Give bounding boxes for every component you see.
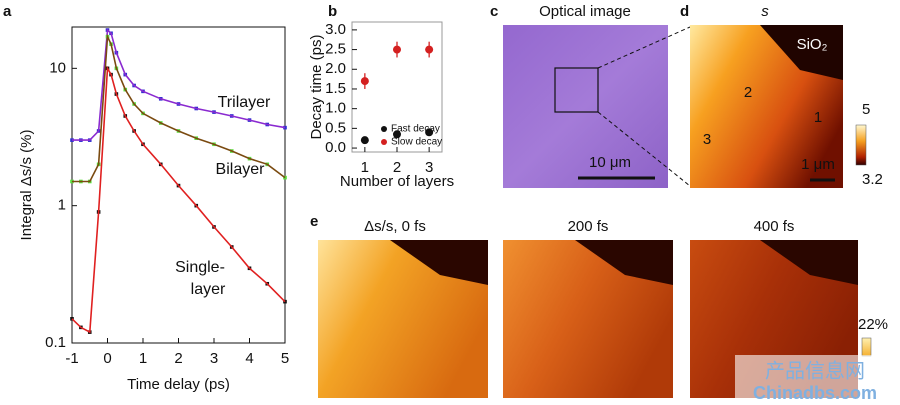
legend-label: Slow decay [391, 137, 442, 148]
x-tick-label: -1 [65, 350, 78, 367]
data-point [393, 45, 401, 54]
panel-label: e [310, 213, 318, 230]
y-tick-label: 0.0 [325, 139, 346, 156]
colorbar [861, 337, 872, 357]
panel-label: b [328, 3, 337, 20]
y-tick-label: 2.0 [325, 60, 346, 77]
data-point [283, 175, 287, 180]
watermark-bg [735, 355, 895, 403]
x-tick-label: 0 [103, 350, 111, 367]
curve-label: Bilayer [216, 161, 266, 178]
data-point [283, 125, 287, 130]
scale-bar-label: 10 μm [589, 154, 631, 171]
y-tick-label: 2.5 [325, 41, 346, 58]
legend-marker [381, 126, 387, 132]
x-tick-label: 1 [139, 350, 147, 367]
colorbar-label: 5 [862, 101, 870, 118]
substrate-region [575, 240, 673, 285]
y-tick-label: 10 [49, 59, 66, 76]
fit-line [72, 28, 286, 141]
panel-title: 400 fs [754, 218, 795, 235]
y-axis-label: Decay time (ps) [308, 34, 325, 139]
x-tick-label: 5 [281, 350, 289, 367]
colorbar [855, 124, 867, 166]
curve-label: layer [191, 281, 226, 298]
x-tick-label: 2 [174, 350, 182, 367]
data-point [360, 136, 369, 145]
optical-image [503, 25, 668, 188]
x-tick-label: 1 [361, 159, 369, 176]
region-label: 2 [744, 84, 752, 101]
data-point [425, 45, 434, 54]
curve-label: Single- [175, 259, 225, 276]
zoom-line [597, 26, 691, 69]
colorbar-label: 3.2 [862, 171, 883, 188]
material-label: SiO₂ [797, 36, 828, 53]
panel-label: d [680, 3, 689, 20]
zoom-box [554, 67, 599, 113]
data-point [425, 128, 434, 137]
data-point [393, 130, 401, 139]
y-tick-label: 1 [58, 197, 66, 214]
fit-line [71, 65, 286, 334]
x-tick-label: 4 [245, 350, 253, 367]
panel-title: s [761, 3, 769, 20]
colorbar-label: 22% [858, 316, 888, 333]
substrate-region [390, 240, 488, 285]
panel-title: Δs/s, 0 fs [364, 218, 426, 235]
y-tick-label: 0.5 [325, 119, 346, 136]
substrate-region [760, 25, 843, 80]
x-axis-label: Time delay (ps) [127, 376, 230, 393]
region-label: 3 [703, 131, 711, 148]
panel-label: c [490, 3, 498, 20]
region-label: 1 [814, 109, 822, 126]
y-tick-label: 3.0 [325, 21, 346, 38]
scale-bar-label: 1 μm [801, 156, 835, 173]
x-tick-label: 2 [393, 159, 401, 176]
y-tick-label: 1.5 [325, 80, 346, 97]
x-axis-label: Number of layers [340, 173, 454, 190]
watermark: 产品信息网 [765, 359, 865, 382]
legend-label: Fast decay [391, 124, 440, 135]
watermark: Chinadbs.com [753, 383, 877, 403]
fit-line [72, 33, 286, 183]
substrate-region [760, 240, 858, 285]
panel-label: a [3, 3, 12, 20]
legend-marker [381, 139, 387, 145]
panel-title: Optical image [539, 3, 631, 20]
data-point [360, 77, 369, 86]
curve-label: Trilayer [218, 94, 271, 111]
panel-title: 200 fs [568, 218, 609, 235]
x-tick-label: 3 [210, 350, 218, 367]
zoom-line [597, 111, 691, 187]
y-axis-label: Integral Δs/s (%) [18, 130, 35, 241]
x-tick-label: 3 [425, 159, 433, 176]
y-tick-label: 0.1 [45, 334, 66, 351]
y-tick-label: 1.0 [325, 100, 346, 117]
